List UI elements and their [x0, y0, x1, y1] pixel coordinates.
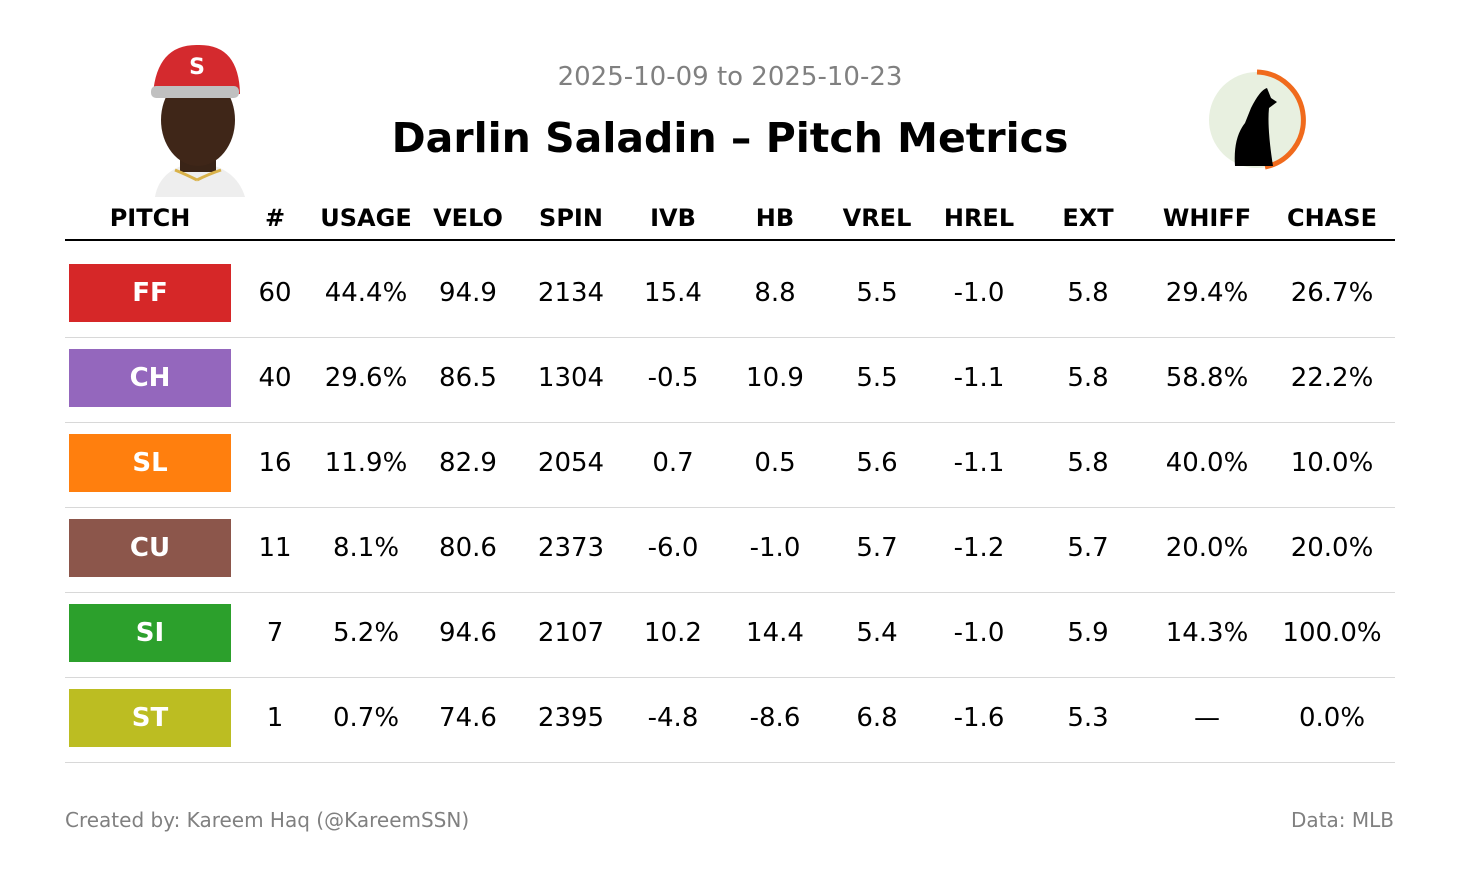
team-logo — [1209, 69, 1306, 170]
column-header: # — [264, 204, 286, 232]
column-header: EXT — [1062, 204, 1114, 232]
cell: -1.1 — [953, 363, 1005, 393]
column-header: USAGE — [320, 204, 412, 232]
cell: 15.4 — [644, 278, 702, 308]
cell: 5.8 — [1067, 363, 1109, 393]
column-header: HREL — [943, 204, 1015, 232]
cell: 0.7% — [332, 703, 400, 733]
cell: 10.0% — [1290, 448, 1374, 478]
cell: 2373 — [537, 533, 605, 563]
cell: 5.9 — [1067, 618, 1109, 648]
title: Darlin Saladin – Pitch Metrics — [391, 114, 1069, 162]
cell: 6.8 — [856, 703, 898, 733]
cell: 2054 — [537, 448, 605, 478]
cell: 40 — [258, 363, 292, 393]
cell: 5.3 — [1067, 703, 1109, 733]
cell: 8.8 — [754, 278, 796, 308]
cell: -8.6 — [749, 703, 801, 733]
cell: 5.8 — [1067, 448, 1109, 478]
cell: 20.0% — [1165, 533, 1249, 563]
row-separator — [65, 422, 1395, 423]
cell: 94.6 — [439, 618, 497, 648]
cell: 60 — [258, 278, 292, 308]
cell: 22.2% — [1290, 363, 1374, 393]
cell: 10.9 — [746, 363, 804, 393]
pitch-label: ST — [69, 689, 231, 747]
column-header: CHASE — [1287, 204, 1377, 232]
cell: 40.0% — [1165, 448, 1249, 478]
cell: 86.5 — [439, 363, 497, 393]
pitch-label: CU — [69, 519, 231, 577]
cell: -1.1 — [953, 448, 1005, 478]
cell: -1.2 — [953, 533, 1005, 563]
cell: -1.0 — [953, 618, 1005, 648]
cell: 14.4 — [746, 618, 804, 648]
cell: -6.0 — [647, 533, 699, 563]
column-header: VREL — [842, 204, 912, 232]
cell: -4.8 — [647, 703, 699, 733]
cell: 94.9 — [439, 278, 497, 308]
column-header: HB — [755, 204, 795, 232]
cell: 0.0% — [1298, 703, 1366, 733]
cell: 44.4% — [324, 278, 408, 308]
cell: -1.0 — [953, 278, 1005, 308]
cell: 2107 — [537, 618, 605, 648]
row-separator — [65, 592, 1395, 593]
cell: 80.6 — [439, 533, 497, 563]
cell: 10.2 — [644, 618, 702, 648]
cell: — — [1194, 703, 1220, 733]
column-header: PITCH — [109, 204, 191, 232]
cell: 74.6 — [439, 703, 497, 733]
cell: 5.5 — [856, 363, 898, 393]
cell: 2134 — [537, 278, 605, 308]
row-separator — [65, 337, 1395, 338]
cell: -0.5 — [647, 363, 699, 393]
column-header: SPIN — [539, 204, 603, 232]
cell: 29.6% — [324, 363, 408, 393]
cell: 5.7 — [1067, 533, 1109, 563]
pitch-label: SI — [69, 604, 231, 662]
cell: 5.5 — [856, 278, 898, 308]
cell: 26.7% — [1290, 278, 1374, 308]
cell: 58.8% — [1165, 363, 1249, 393]
cell: 1 — [266, 703, 284, 733]
cell: 5.8 — [1067, 278, 1109, 308]
column-header: VELO — [433, 204, 503, 232]
header-rule — [65, 239, 1395, 241]
column-header: WHIFF — [1162, 204, 1252, 232]
cell: 14.3% — [1165, 618, 1249, 648]
cell: 5.2% — [332, 618, 400, 648]
cell: 7 — [266, 618, 284, 648]
cell: 2395 — [537, 703, 605, 733]
column-header: IVB — [650, 204, 696, 232]
cell: -1.0 — [749, 533, 801, 563]
cell: 11.9% — [324, 448, 408, 478]
pitch-label: FF — [69, 264, 231, 322]
cell: -1.6 — [953, 703, 1005, 733]
cell: 0.5 — [754, 448, 796, 478]
cell: 29.4% — [1165, 278, 1249, 308]
row-separator — [65, 762, 1395, 763]
pitch-label: CH — [69, 349, 231, 407]
cell: 20.0% — [1290, 533, 1374, 563]
cell: 1304 — [537, 363, 605, 393]
cell: 16 — [258, 448, 292, 478]
cell: 5.7 — [856, 533, 898, 563]
svg-text:S: S — [189, 55, 205, 80]
cell: 0.7 — [652, 448, 694, 478]
cell: 8.1% — [332, 533, 400, 563]
cell: 11 — [258, 533, 292, 563]
cell: 100.0% — [1282, 618, 1382, 648]
row-separator — [65, 507, 1395, 508]
cell: 82.9 — [439, 448, 497, 478]
credit: Created by: Kareem Haq (@KareemSSN) — [65, 808, 470, 832]
source: Data: MLB — [1291, 808, 1394, 832]
cell: 5.4 — [856, 618, 898, 648]
row-separator — [65, 677, 1395, 678]
date-range: 2025-10-09 to 2025-10-23 — [557, 62, 903, 92]
pitch-label: SL — [69, 434, 231, 492]
player-photo: S — [145, 42, 251, 197]
cell: 5.6 — [856, 448, 898, 478]
